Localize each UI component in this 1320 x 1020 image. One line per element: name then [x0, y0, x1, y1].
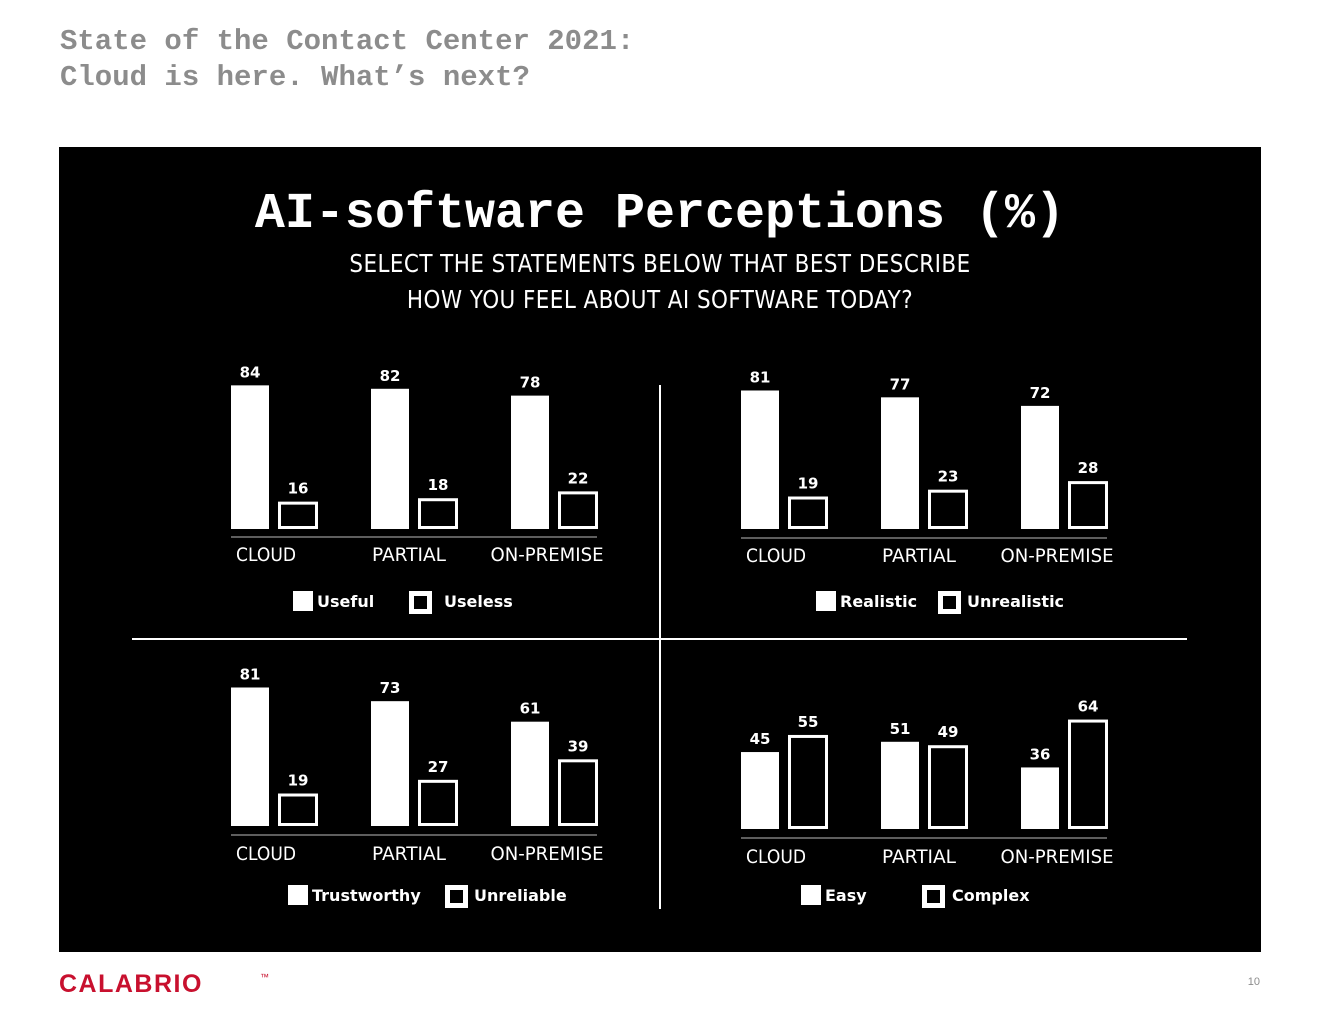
data-label: 36 — [1030, 745, 1051, 763]
chart-panel: AI-software Perceptions (%) SELECT THE S… — [59, 147, 1261, 952]
data-label: 19 — [798, 475, 819, 493]
data-label: 73 — [380, 679, 401, 697]
quadrant-charts: 84 16 CLOUD 82 18 PARTIAL 78 22 ON-PREMISE Useful… — [132, 363, 1187, 909]
legend-label-complex: Complex — [952, 886, 1030, 905]
data-label: 18 — [428, 476, 449, 494]
bar-trustworthy-on-premise — [511, 721, 549, 826]
page-number: 10 — [1247, 976, 1260, 988]
data-label: 28 — [1078, 459, 1099, 477]
bar-complex-cloud — [788, 734, 828, 830]
report-title-line-2: Cloud is here. What’s next? — [60, 61, 530, 94]
legend-label-trustworthy: Trustworthy — [312, 886, 421, 905]
bar-unreliable-partial — [418, 779, 458, 827]
data-label: 19 — [288, 772, 309, 790]
category-label: PARTIAL — [372, 544, 446, 566]
bar-realistic-cloud — [741, 390, 779, 529]
legend-swatch-useless — [409, 591, 432, 614]
legend-swatch-unreliable — [445, 885, 468, 908]
logo-text: CALABRIO — [59, 970, 203, 998]
data-label: 45 — [750, 730, 771, 748]
chart-subtitle-line-2: HOW YOU FEEL ABOUT AI SOFTWARE TODAY? — [406, 285, 914, 314]
data-label: 51 — [890, 720, 911, 738]
legend-label-easy: Easy — [825, 886, 867, 905]
data-label: 78 — [520, 374, 541, 392]
data-label: 22 — [568, 469, 589, 487]
legend-swatch-trustworthy — [288, 885, 308, 905]
bar-trustworthy-cloud — [231, 687, 269, 826]
bar-easy-partial — [881, 741, 919, 829]
bar-useless-cloud — [278, 501, 318, 530]
bar-easy-on-premise — [1021, 767, 1059, 829]
bar-unreliable-on-premise — [558, 759, 598, 826]
bar-useless-partial — [418, 498, 458, 530]
category-label: CLOUD — [746, 846, 806, 868]
legend-swatch-realistic — [816, 591, 836, 611]
legend-swatch-unrealistic — [938, 591, 961, 614]
data-label: 16 — [288, 480, 309, 498]
bar-useless-on-premise — [558, 491, 598, 530]
category-label: CLOUD — [746, 545, 806, 567]
category-label: ON-PREMISE — [1001, 545, 1114, 567]
data-label: 64 — [1078, 698, 1099, 716]
data-label: 84 — [240, 363, 261, 381]
data-label: 81 — [750, 368, 771, 386]
data-label: 81 — [240, 665, 261, 683]
legend-swatch-easy — [801, 885, 821, 905]
bar-realistic-on-premise — [1021, 405, 1059, 529]
legend-label-realistic: Realistic — [840, 592, 917, 611]
bar-useful-cloud — [231, 385, 269, 529]
category-label: ON-PREMISE — [491, 843, 604, 865]
data-label: 55 — [798, 713, 819, 731]
chart-title: AI-software Perceptions (%) — [254, 186, 1066, 243]
report-title-line-1: State of the Contact Center 2021: — [60, 25, 635, 58]
bar-useful-partial — [371, 388, 409, 529]
category-label: CLOUD — [236, 544, 296, 566]
legend-label-useful: Useful — [317, 592, 374, 611]
bar-useful-on-premise — [511, 395, 549, 529]
category-label: ON-PREMISE — [1001, 846, 1114, 868]
bar-unreliable-cloud — [278, 793, 318, 827]
category-label: PARTIAL — [882, 846, 956, 868]
bar-unrealistic-on-premise — [1068, 481, 1108, 529]
chart-subtitle-line-1: SELECT THE STATEMENTS BELOW THAT BEST DE… — [349, 249, 971, 278]
bar-unrealistic-cloud — [788, 496, 828, 530]
data-label: 61 — [520, 700, 541, 718]
calabrio-logo: CALABRIO ™ — [59, 970, 274, 1003]
data-label: 27 — [428, 758, 449, 776]
category-label: ON-PREMISE — [491, 544, 604, 566]
legend-label-useless: Useless — [444, 592, 513, 611]
data-label: 23 — [938, 468, 959, 486]
data-label: 39 — [568, 737, 589, 755]
bar-trustworthy-partial — [371, 701, 409, 826]
category-label: PARTIAL — [882, 545, 956, 567]
data-label: 82 — [380, 367, 401, 385]
bar-easy-cloud — [741, 752, 779, 829]
category-label: CLOUD — [236, 843, 296, 865]
category-label: PARTIAL — [372, 843, 446, 865]
data-label: 49 — [938, 723, 959, 741]
legend-label-unreliable: Unreliable — [474, 886, 567, 905]
legend-swatch-useful — [293, 591, 313, 611]
bar-realistic-partial — [881, 397, 919, 529]
data-label: 72 — [1030, 384, 1051, 402]
bar-complex-partial — [928, 745, 968, 830]
legend-swatch-complex — [922, 885, 945, 908]
data-label: 77 — [890, 375, 911, 393]
bar-unrealistic-partial — [928, 489, 968, 530]
legend-label-unrealistic: Unrealistic — [967, 592, 1064, 611]
logo-trademark: ™ — [260, 972, 269, 982]
report-header: State of the Contact Center 2021: Cloud … — [60, 24, 634, 96]
bar-complex-on-premise — [1068, 719, 1108, 829]
